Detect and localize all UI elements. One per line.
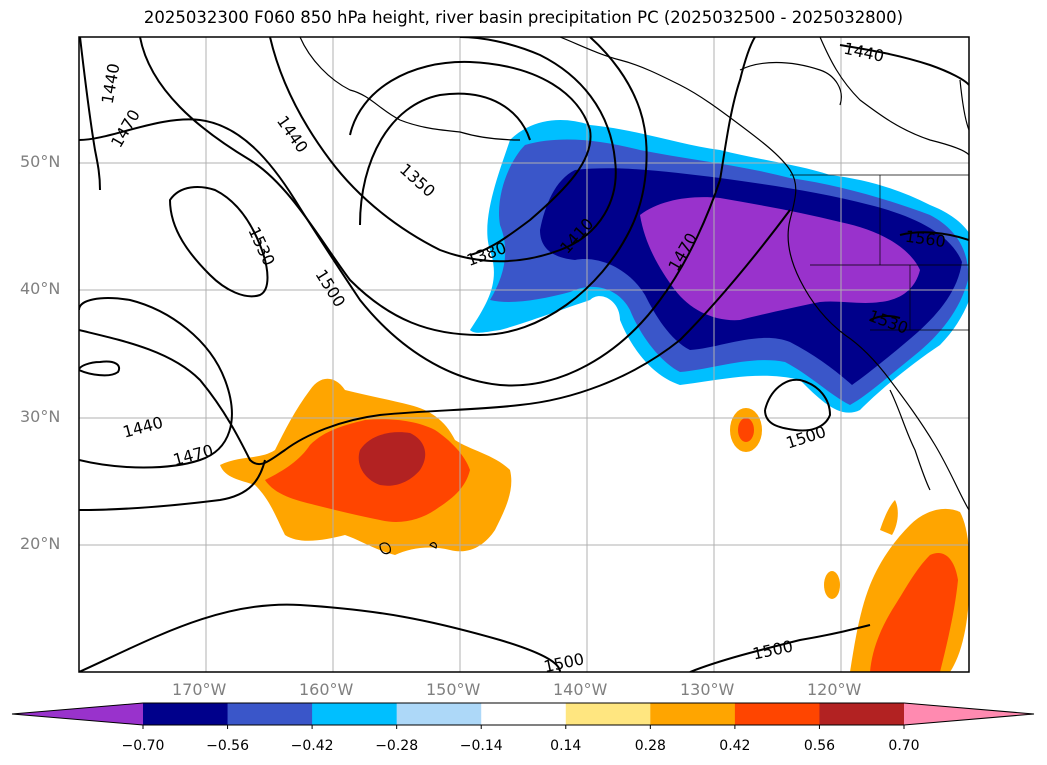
lon-label-170w: 170°W (172, 680, 227, 699)
colorbar-tick-label: 0.14 (550, 738, 582, 754)
colorbar-tick-label: 0.42 (719, 738, 751, 754)
colorbar-tick-label: 0.70 (888, 738, 920, 754)
colorbar-segment (734, 703, 820, 725)
colorbar-segment (819, 703, 905, 725)
colorbar-segment (396, 703, 482, 725)
colorbar-segment (481, 703, 567, 725)
map-title: 2025032300 F060 850 hPa height, river ba… (143, 8, 904, 27)
lon-label-130w: 130°W (680, 680, 735, 699)
lon-label-140w: 140°W (553, 680, 608, 699)
colorbar-tick-label: 0.28 (634, 738, 666, 754)
lat-label-30n: 30°N (20, 407, 61, 426)
colorbar-segment (312, 703, 398, 725)
lon-label-150w: 150°W (426, 680, 481, 699)
lon-label-160w: 160°W (299, 680, 354, 699)
colorbar-segment (143, 703, 229, 725)
colorbar-tick-label: −0.28 (375, 738, 419, 754)
colorbar-segments (143, 703, 905, 725)
lat-label-20n: 20°N (20, 534, 61, 553)
colorbar-tick-label: −0.56 (206, 738, 249, 754)
lon-label-120w: 120°W (807, 680, 862, 699)
map-plot-area: 1440 1470 1440 1350 1380 1410 1470 1440 … (79, 37, 969, 676)
plot-border (78, 36, 970, 673)
colorbar-segment (565, 703, 651, 725)
colorbar (11, 702, 1035, 729)
colorbar-extend-high (904, 703, 1034, 725)
colorbar-segment (227, 703, 313, 725)
colorbar-segment (650, 703, 736, 725)
coastlines (299, 37, 969, 555)
contour-label: 1500 (542, 649, 586, 676)
colorbar-tick-label: −0.70 (121, 738, 165, 754)
colorbar-tick-label: −0.42 (290, 738, 334, 754)
lat-label-50n: 50°N (20, 152, 61, 171)
height-contours (79, 37, 969, 672)
lat-label-40n: 40°N (20, 279, 61, 298)
precip-positive-region (220, 378, 969, 672)
borders (790, 174, 969, 331)
colorbar-tick-label: 0.56 (803, 738, 836, 754)
colorbar-extend-low (12, 703, 143, 725)
colorbar-tick-label: −0.14 (459, 738, 503, 754)
colorbar-ticks (142, 725, 905, 729)
